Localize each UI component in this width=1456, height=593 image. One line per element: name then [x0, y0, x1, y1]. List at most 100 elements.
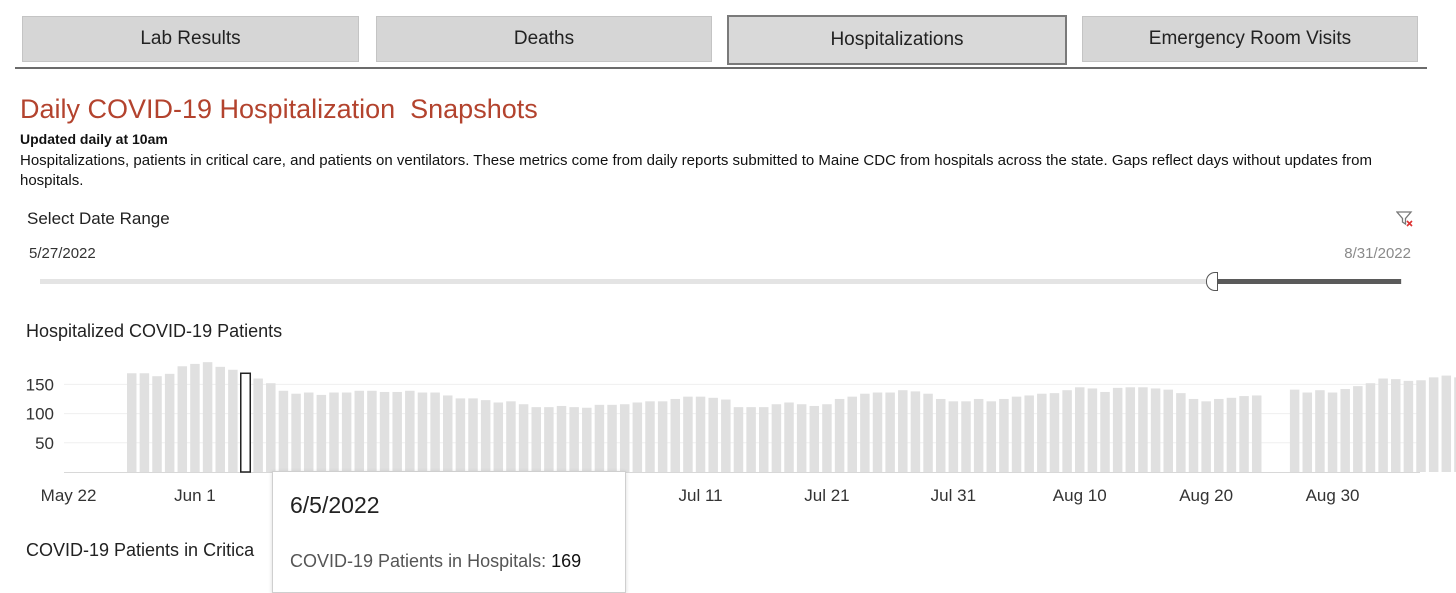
chart-bar [986, 401, 997, 472]
chart-bar [784, 402, 794, 472]
date-range-slider-selected[interactable] [1214, 279, 1401, 284]
chart-bar [544, 407, 554, 472]
chart-bar [1239, 396, 1249, 472]
chart-bar [910, 391, 921, 472]
chart-bar [468, 398, 478, 472]
tab-deaths[interactable]: Deaths [376, 16, 712, 62]
chart-bar [1353, 386, 1363, 472]
tab-label: Lab Results [140, 28, 241, 49]
page-description: Hospitalizations, patients in critical c… [20, 152, 1372, 189]
chart-bar [632, 402, 643, 472]
chart-bar [1214, 398, 1224, 472]
chart-bar [354, 390, 365, 472]
chart-bar [1251, 395, 1262, 472]
chart-bar [683, 396, 693, 472]
chart-bar [1428, 377, 1439, 472]
chart-bar [822, 404, 832, 472]
chart-bar [127, 373, 137, 472]
critical-care-chart-title: COVID-19 Patients in Critica [26, 540, 255, 560]
x-tick-label: Jul 21 [804, 486, 849, 505]
tab-bar: Lab Results Deaths Hospitalizations Emer… [15, 15, 1427, 69]
y-tick-label: 50 [35, 434, 54, 453]
tab-hospitalizations[interactable]: Hospitalizations [727, 15, 1067, 65]
tab-label: Deaths [513, 28, 575, 49]
chart-bar [291, 393, 301, 472]
chart-bar [645, 401, 655, 472]
chart-bar [1037, 393, 1047, 472]
chart-bar [1302, 392, 1313, 472]
chart-bar [1226, 397, 1237, 472]
chart-bar [202, 362, 213, 472]
tab-label: Emergency Room Visits [1148, 28, 1352, 49]
chart-bar [1454, 377, 1456, 472]
chart-bar [771, 404, 782, 472]
chart-bar [1150, 388, 1161, 472]
chart-bar [582, 407, 592, 472]
chart-bar [190, 363, 200, 472]
chart-bar [1365, 383, 1376, 472]
chart-bar [152, 376, 162, 472]
chart-tooltip: 6/5/2022 COVID-19 Patients in Hospitals:… [272, 471, 626, 593]
chart-bar [973, 398, 984, 472]
chart-bar [1100, 391, 1110, 472]
chart-bar [1188, 398, 1199, 472]
chart-bar [139, 373, 150, 472]
chart-bar [1378, 378, 1388, 472]
chart-bar [885, 392, 895, 472]
chart-bar [1416, 380, 1426, 472]
chart-bar [1075, 387, 1085, 472]
x-tick-label: May 22 [41, 486, 97, 505]
x-tick-label: Jul 11 [678, 486, 722, 505]
chart-bar [594, 404, 605, 472]
chart-bar [898, 390, 908, 472]
chart-bar [1289, 389, 1300, 472]
x-tick-label: Aug 30 [1306, 486, 1360, 505]
chart-bar [164, 373, 175, 472]
chart-bar [1011, 396, 1022, 472]
chart-bar [695, 396, 706, 472]
chart-bar [341, 392, 352, 472]
page-title: Daily COVID-19 Hospitalization Snapshots [20, 94, 538, 124]
chart-bar [405, 390, 415, 472]
chart-bar [493, 402, 504, 472]
chart-bar [999, 398, 1009, 472]
date-range-slider-track[interactable] [40, 279, 1402, 284]
chart-bar [417, 392, 428, 472]
hospitalized-bar-chart: 50 100 150 May 22 Jun 1 Jul 11 Jul 21 Jul 31 Aug… [26, 362, 1456, 505]
chart-bar [834, 398, 845, 472]
chart-bar [1049, 393, 1060, 472]
chart-bar [1391, 379, 1401, 472]
chart-bar [531, 407, 541, 472]
date-range-slider-handle[interactable] [1206, 272, 1218, 291]
chart-bar [329, 392, 339, 472]
chart-bar [215, 366, 225, 472]
chart-bar [1112, 387, 1123, 472]
chart-bar [228, 369, 238, 472]
chart-bar [759, 407, 769, 472]
date-range-start[interactable]: 5/27/2022 [29, 245, 96, 262]
chart-bar [809, 405, 820, 472]
date-range-end[interactable]: 8/31/2022 [1344, 245, 1411, 262]
chart-bar [721, 399, 731, 472]
filter-clear-icon[interactable] [1396, 210, 1414, 228]
chart-bar [1201, 401, 1211, 472]
tab-emergency-room-visits[interactable]: Emergency Room Visits [1082, 16, 1418, 62]
chart-bar [746, 407, 756, 472]
chart-bar [379, 391, 390, 472]
chart-bar [556, 405, 567, 472]
chart-bar [1062, 390, 1072, 472]
tab-lab-results[interactable]: Lab Results [22, 16, 359, 62]
chart-bar [455, 398, 466, 472]
chart-bar [518, 404, 529, 472]
chart-bar [278, 390, 289, 472]
x-tick-label: Aug 10 [1053, 486, 1107, 505]
chart-bar [872, 392, 883, 472]
x-tick-label: Jul 31 [931, 486, 976, 505]
chart-bar [935, 398, 946, 472]
date-range-label: Select Date Range [27, 209, 170, 228]
chart-bar [657, 401, 668, 472]
chart-bar [569, 407, 579, 472]
chart-bar [796, 404, 807, 472]
chart-bar [1087, 388, 1098, 472]
chart-bar [619, 404, 630, 472]
